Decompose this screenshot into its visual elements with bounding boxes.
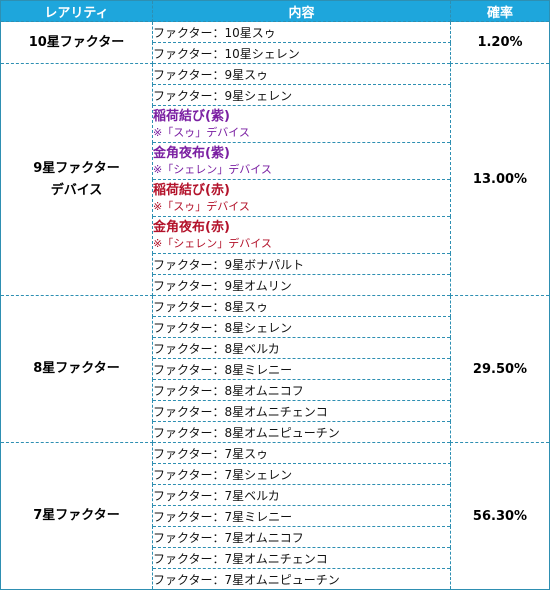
rate-8-star: 29.50% <box>450 295 550 443</box>
device-item: 稲荷結び(紫) ※「スゥ」デバイス <box>152 105 451 143</box>
list-item: ファクター：7星ベルカ <box>152 484 451 506</box>
table-row: 金角夜布(赤) ※「シェレン」デバイス <box>1 216 550 254</box>
device-name: 金角夜布(赤) <box>153 219 230 235</box>
list-item: ファクター：7星シェレン <box>152 463 451 485</box>
table-row: 稲荷結び(赤) ※「スゥ」デバイス <box>1 179 550 217</box>
table-row: 7星ファクター ファクター：7星スゥ 56.30% <box>0 442 550 590</box>
list-item: ファクター：10星シェレン <box>152 42 451 64</box>
rarity-9-star-line2: デバイス <box>50 182 103 198</box>
list-item: ファクター：7星オムニピューチン <box>152 568 451 590</box>
list-item: ファクター：9星オムリン <box>152 274 451 296</box>
list-item: ファクター：7星オムニコフ <box>152 526 451 548</box>
device-item: 稲荷結び(赤) ※「スゥ」デバイス <box>152 179 451 217</box>
list-item: ファクター：9星シェレン <box>152 84 451 106</box>
rate-9-star: 13.00% <box>450 63 550 296</box>
device-name: 金角夜布(紫) <box>153 145 230 161</box>
table-row: 金角夜布(紫) ※「シェレン」デバイス <box>1 142 550 180</box>
device-item: 金角夜布(紫) ※「シェレン」デバイス <box>152 142 451 180</box>
rarity-8-star: 8星ファクター <box>0 295 153 443</box>
rarity-9-star: 9星ファクター デバイス <box>0 63 153 296</box>
list-item: ファクター：9星ボナパルト <box>152 253 451 275</box>
header-rate: 確率 <box>450 0 550 22</box>
list-item: ファクター：8星オムニコフ <box>152 379 451 401</box>
device-name: 稲荷結び(紫) <box>153 108 230 124</box>
rarity-9-star-line1: 9星ファクター <box>33 160 120 176</box>
device-note: ※「スゥ」デバイス <box>153 125 250 139</box>
header-row: レアリティ 内容 確率 <box>0 0 550 22</box>
list-item: ファクター：8星オムニチェンコ <box>152 400 451 422</box>
table-row: ファクター：7星オムニチェンコ <box>1 547 550 569</box>
list-item: ファクター：10星スゥ <box>152 21 451 43</box>
rarity-7-star: 7星ファクター <box>0 442 153 590</box>
device-note: ※「スゥ」デバイス <box>153 199 250 213</box>
table-row: ファクター：8星シェレン <box>1 316 550 338</box>
table-row: ファクター：7星オムニピューチン <box>1 568 550 590</box>
device-note: ※「シェレン」デバイス <box>153 236 272 250</box>
header-rarity: レアリティ <box>0 0 153 22</box>
list-item: ファクター：7星オムニチェンコ <box>152 547 451 569</box>
table-row: 8星ファクター ファクター：8星スゥ 29.50% <box>0 295 550 443</box>
list-item: ファクター：8星スゥ <box>152 295 451 317</box>
header-content: 内容 <box>152 0 451 22</box>
list-item: ファクター：7星スゥ <box>152 442 451 464</box>
table-row: 9星ファクター デバイス ファクター：9星スゥ 13.00% <box>0 63 550 296</box>
table-row: 10星ファクター ファクター：10星スゥ 1.20% <box>0 21 550 64</box>
rate-10-star: 1.20% <box>450 21 550 64</box>
rate-7-star: 56.30% <box>450 442 550 590</box>
list-item: ファクター：9星スゥ <box>152 63 451 85</box>
table-row: ファクター：8星オムニチェンコ <box>1 400 550 422</box>
device-item: 金角夜布(赤) ※「シェレン」デバイス <box>152 216 451 254</box>
rarity-10-star: 10星ファクター <box>0 21 153 64</box>
device-note: ※「シェレン」デバイス <box>153 162 272 176</box>
table-row: ファクター：9星オムリン <box>1 274 550 296</box>
device-name: 稲荷結び(赤) <box>153 182 230 198</box>
table-row: ファクター：8星オムニピューチン <box>1 421 550 443</box>
list-item: ファクター：8星ベルカ <box>152 337 451 359</box>
table-row: ファクター：8星ベルカ <box>1 337 550 359</box>
list-item: ファクター：8星ミレニー <box>152 358 451 380</box>
list-item: ファクター：8星オムニピューチン <box>152 421 451 443</box>
list-item: ファクター：8星シェレン <box>152 316 451 338</box>
list-item: ファクター：7星ミレニー <box>152 505 451 527</box>
